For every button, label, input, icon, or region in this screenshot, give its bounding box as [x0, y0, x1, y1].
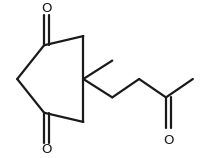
Text: O: O [163, 134, 173, 147]
Text: O: O [41, 2, 52, 15]
Text: O: O [41, 143, 52, 156]
